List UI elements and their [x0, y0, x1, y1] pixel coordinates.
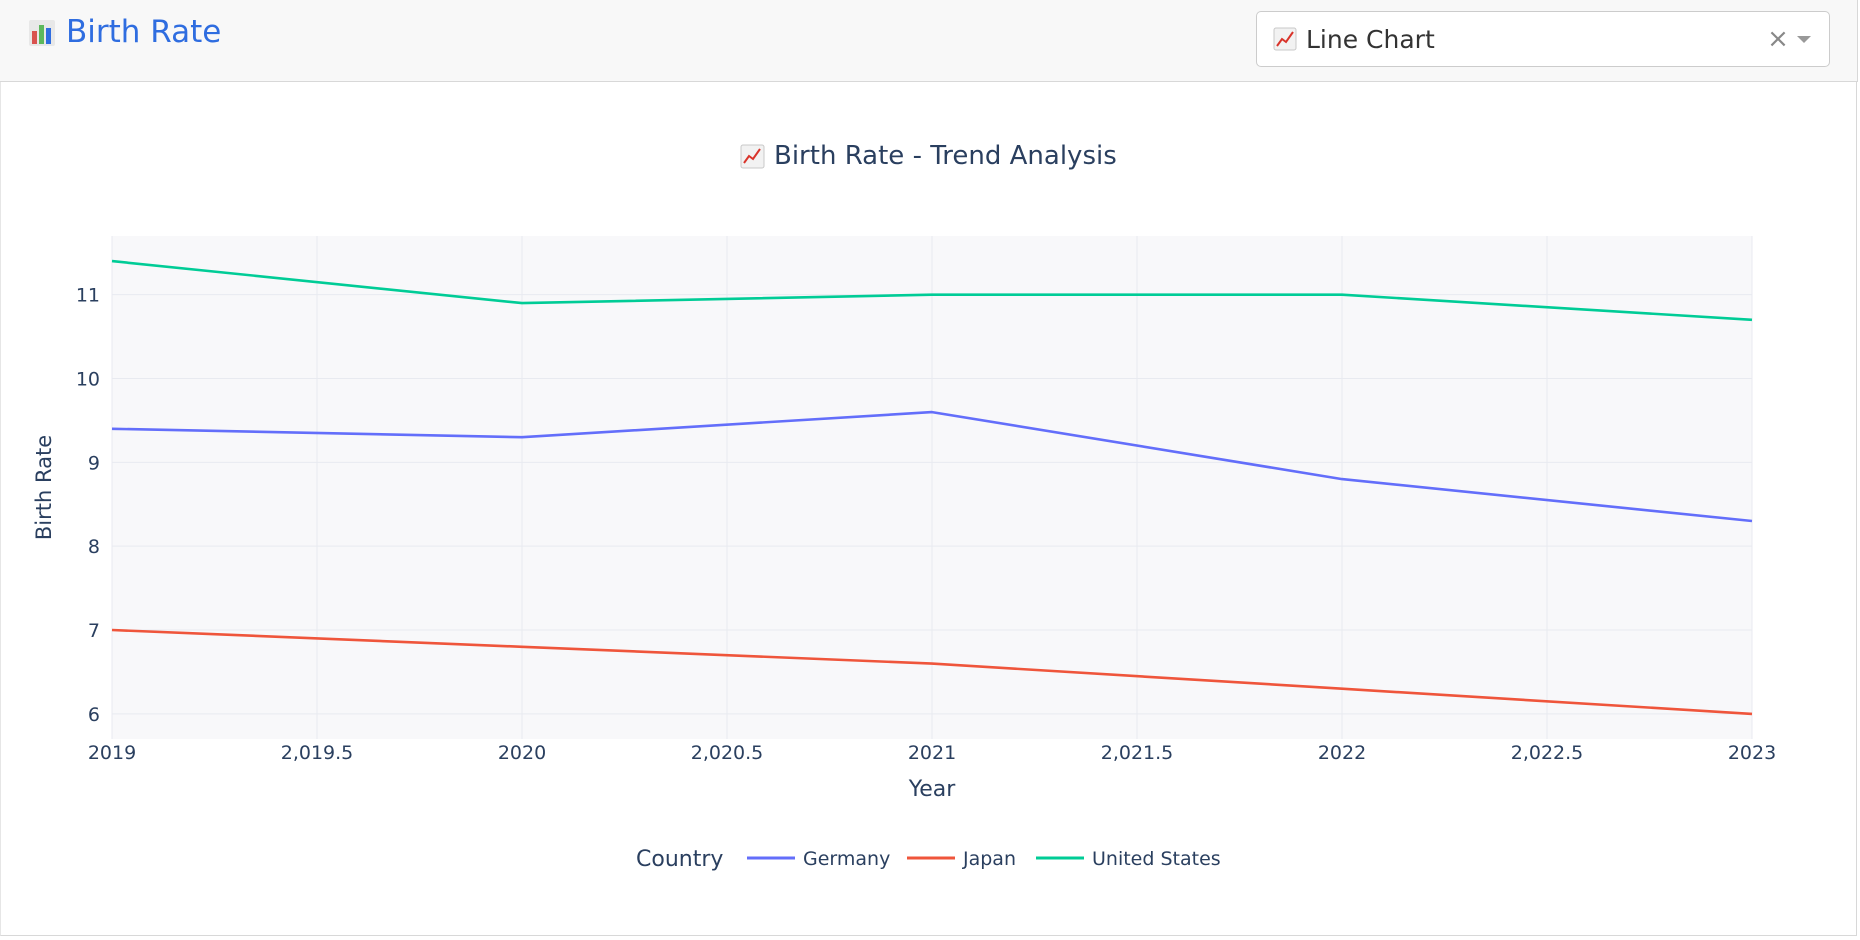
- x-tick-label: 2021: [908, 742, 956, 764]
- legend-label: Japan: [962, 848, 1016, 870]
- x-tick-label: 2,020.5: [691, 742, 764, 764]
- chart-type-select[interactable]: Line Chart ×: [1256, 11, 1830, 67]
- y-tick-label: 6: [88, 704, 100, 726]
- series-line-japan[interactable]: [111, 628, 1753, 716]
- legend-label: Germany: [803, 848, 890, 870]
- y-tick-label: 10: [76, 369, 100, 391]
- x-tick-label: 2019: [88, 742, 136, 764]
- x-tick-label: 2022: [1318, 742, 1366, 764]
- legend-label: United States: [1092, 848, 1221, 870]
- x-tick-label: 2,021.5: [1101, 742, 1174, 764]
- chart-card: Birth Rate - Trend Analysis 6 7 8 9 10 11 201…: [0, 82, 1857, 936]
- x-axis: 2019 2,019.5 2020 2,020.5 2021 2,021.5 2022 2,0…: [88, 742, 1776, 764]
- y-axis-title: Birth Rate: [32, 435, 56, 540]
- line-chart-emoji-icon: [740, 144, 765, 169]
- series-line-germany[interactable]: [111, 410, 1753, 523]
- legend: Country Germany Japan United States: [636, 847, 1221, 872]
- line-chart: Birth Rate - Trend Analysis 6 7 8 9 10 11 201…: [32, 141, 1776, 872]
- bar-chart-emoji-icon: [28, 17, 56, 47]
- y-axis: 6 7 8 9 10 11: [76, 285, 100, 726]
- app-title: Birth Rate: [66, 14, 222, 50]
- legend-item-germany[interactable]: Germany: [747, 848, 890, 870]
- x-tick-label: 2020: [498, 742, 546, 764]
- legend-item-japan[interactable]: Japan: [907, 848, 1016, 870]
- app-brand[interactable]: Birth Rate: [28, 12, 221, 52]
- legend-title: Country: [636, 847, 723, 872]
- clear-selection-icon[interactable]: ×: [1767, 24, 1789, 54]
- y-tick-label: 9: [88, 452, 100, 474]
- x-tick-label: 2,019.5: [281, 742, 354, 764]
- chart-title-group: Birth Rate - Trend Analysis: [740, 141, 1117, 171]
- x-tick-label: 2,022.5: [1511, 742, 1584, 764]
- series-layer: [111, 259, 1753, 716]
- chart-type-select-value: Line Chart: [1273, 12, 1435, 66]
- x-tick-label: 2023: [1728, 742, 1776, 764]
- chevron-down-icon[interactable]: [1797, 36, 1811, 43]
- legend-item-united-states[interactable]: United States: [1036, 848, 1221, 870]
- chart-type-select-label: Line Chart: [1306, 24, 1435, 54]
- y-tick-label: 8: [88, 536, 100, 558]
- chart-title: Birth Rate - Trend Analysis: [774, 141, 1117, 171]
- series-line-united-states[interactable]: [111, 259, 1753, 322]
- x-axis-title: Year: [908, 777, 957, 802]
- y-tick-label: 11: [76, 285, 100, 307]
- top-navbar: Birth Rate Line Chart ×: [0, 0, 1858, 82]
- line-chart-emoji-icon: [1273, 27, 1297, 51]
- y-tick-label: 7: [88, 620, 100, 642]
- grid-layer: [111, 236, 1753, 739]
